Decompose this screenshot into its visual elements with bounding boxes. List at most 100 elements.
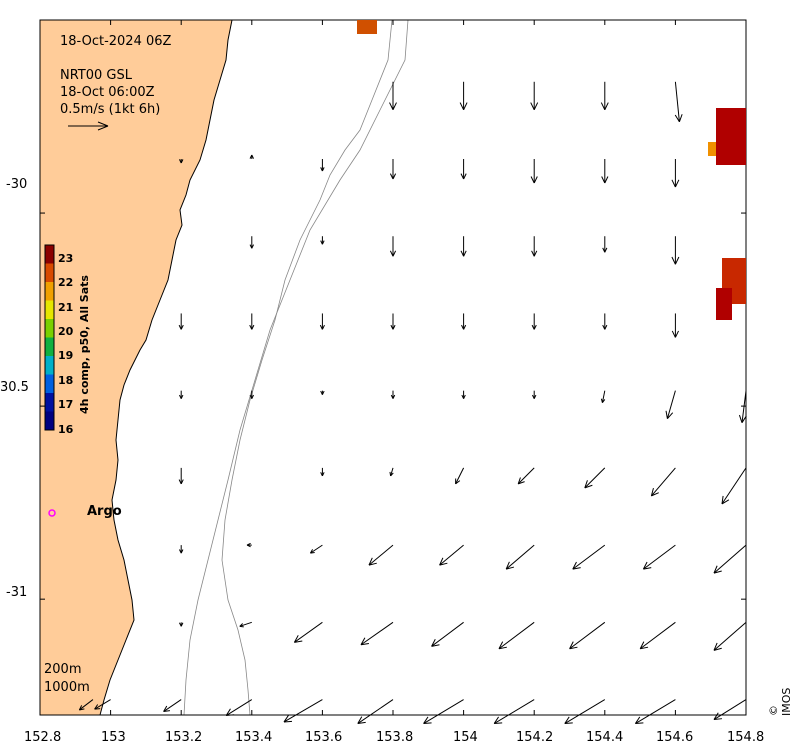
colorbar-swatch: [45, 393, 54, 412]
current-vector: [461, 390, 466, 399]
colorbar-swatch: [45, 374, 54, 394]
current-vector: [455, 467, 465, 485]
colorbar-swatch: [45, 263, 54, 283]
current-vector: [459, 81, 468, 110]
colorbar-swatch: [45, 319, 54, 338]
x-tick-label: 153.4: [235, 730, 273, 745]
current-vector: [389, 81, 397, 110]
current-vector: [94, 699, 111, 710]
contour-200m: [221, 19, 393, 716]
current-vector: [671, 159, 680, 188]
colorbar-label: 20: [58, 325, 74, 338]
current-vector: [423, 699, 464, 725]
current-vector: [320, 390, 325, 395]
current-vector: [225, 699, 253, 717]
current-vector: [389, 236, 397, 257]
current-vector: [389, 467, 394, 477]
current-vector: [78, 699, 94, 711]
argo-label: Argo: [87, 504, 122, 519]
sst-patch: [716, 108, 746, 165]
land-area: [39, 19, 233, 716]
current-vector: [530, 159, 538, 184]
sst-patch: [708, 142, 716, 156]
colorbar-label: 21: [58, 301, 74, 314]
colorbar-label: 16: [58, 423, 74, 436]
current-vector: [390, 390, 396, 399]
current-vector: [178, 313, 184, 330]
current-vector: [530, 81, 539, 110]
current-vector: [498, 621, 535, 650]
credit-text: © IMOS 21-Oct-2024 16:04 Hobart: [767, 687, 790, 716]
current-vector: [505, 544, 535, 570]
y-tick-label: -31: [6, 585, 28, 600]
current-vector: [650, 467, 676, 497]
current-vector: [178, 467, 184, 485]
current-vector: [564, 699, 606, 725]
current-vector: [249, 390, 254, 399]
vector-scale-label: 0.5m/s (1kt 6h): [60, 102, 161, 117]
current-vector: [600, 390, 606, 403]
current-vector: [493, 699, 535, 725]
x-tick-label: 153.2: [165, 730, 203, 745]
current-vector: [179, 545, 184, 554]
colorbar-label: 18: [58, 374, 74, 387]
current-vector: [320, 467, 325, 477]
current-vector: [517, 467, 535, 485]
current-vector: [642, 544, 676, 570]
current-vector: [569, 621, 606, 650]
axis-ticks: [39, 20, 747, 715]
current-vector: [639, 621, 676, 650]
current-vector: [239, 621, 252, 628]
colorbar-swatch: [45, 300, 54, 320]
current-vector: [357, 699, 394, 725]
current-vector: [320, 159, 325, 172]
product-time: 18-Oct 06:00Z: [60, 85, 155, 100]
x-tick-label: 154.4: [586, 730, 624, 745]
current-vector: [246, 542, 252, 548]
current-vector: [293, 621, 323, 643]
current-vector: [249, 236, 254, 249]
current-vector: [320, 236, 325, 245]
sst-patch: [716, 288, 732, 320]
current-vector: [532, 390, 537, 399]
current-vector: [389, 159, 397, 180]
current-vector: [713, 699, 747, 721]
current-vector: [460, 236, 467, 257]
current-vector: [634, 699, 676, 725]
current-vector: [163, 699, 182, 713]
current-vector: [283, 699, 323, 723]
y-tick-label: 30.5: [0, 380, 29, 395]
colorbar-title: 4h comp, p50, All Sats: [78, 275, 91, 414]
current-vector: [249, 154, 254, 159]
sst-patch: [357, 20, 377, 34]
colorbar-swatch: [45, 356, 54, 375]
current-vector: [674, 81, 683, 123]
product-name: NRT00 GSL: [60, 68, 132, 83]
contour-label-200m: 200m: [44, 662, 82, 677]
y-tick-label: -30: [6, 177, 28, 192]
colorbar-label: 19: [58, 349, 74, 362]
argo-marker: [48, 509, 56, 517]
colorbar-label: 17: [58, 398, 74, 411]
contour-1000m: [183, 19, 409, 716]
current-vector: [531, 313, 537, 330]
current-vector: [249, 313, 255, 330]
current-vectors: [78, 81, 747, 725]
current-vector: [319, 313, 325, 330]
x-tick-label: 153: [101, 730, 126, 745]
colorbar-swatch: [45, 282, 54, 301]
x-tick-label: 153.6: [305, 730, 343, 745]
colorbar-swatch: [45, 337, 54, 357]
x-tick-label: 153.8: [376, 730, 414, 745]
x-tick-label: 154.8: [727, 730, 765, 745]
current-vector: [721, 467, 747, 505]
scale-arrow: [68, 121, 109, 131]
colorbar-label: 23: [58, 252, 74, 265]
colorbar-swatch: [45, 245, 54, 264]
current-vector: [360, 621, 394, 646]
current-vector: [713, 544, 747, 574]
current-vector: [665, 390, 676, 419]
current-vector: [431, 621, 464, 647]
x-tick-label: 154.6: [656, 730, 694, 745]
